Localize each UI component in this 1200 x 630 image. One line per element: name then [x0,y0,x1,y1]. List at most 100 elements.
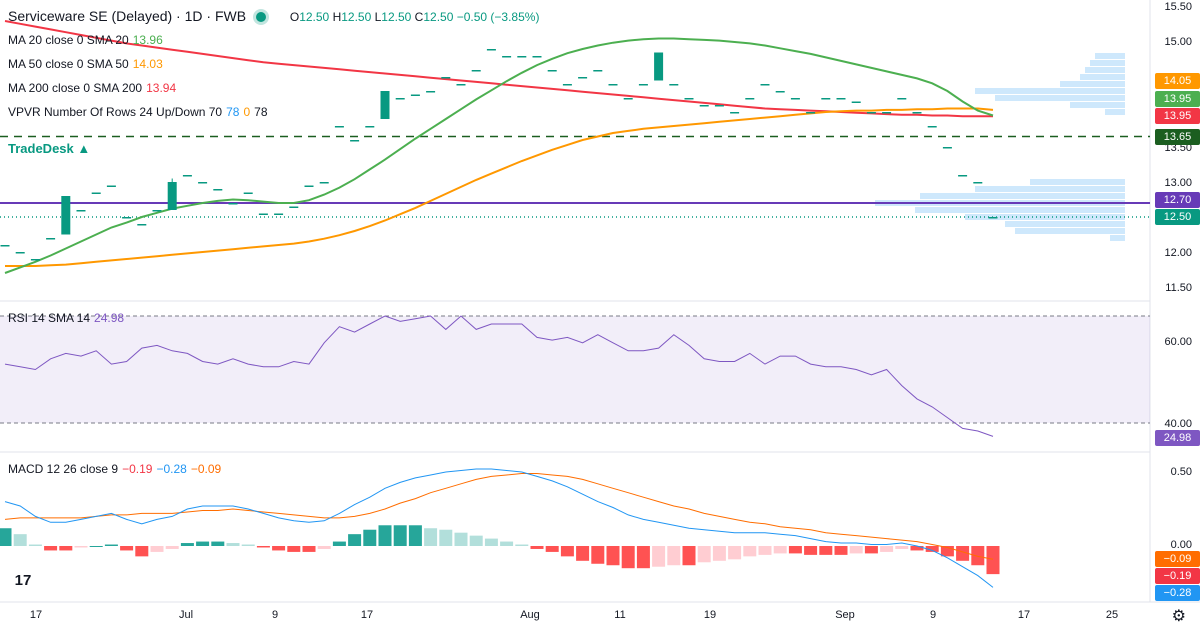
candle [654,52,664,81]
macd-legend[interactable]: MACD 12 26 close 9 −0.19 −0.28 −0.09 [8,462,222,476]
volume-profile-bar [975,186,1125,192]
macd-hist-tag: −0.19 [1155,568,1200,584]
volume-profile-bar [1085,67,1125,73]
tradingview-logo[interactable]: 17 [8,568,38,594]
price-axis-label: 15.00 [1164,36,1192,48]
candle [714,105,724,107]
macd-histogram-bar [834,546,848,555]
candle [760,84,770,86]
macd-histogram-bar [0,528,12,546]
volume-profile-bar [975,88,1125,94]
price-axis-label: 11.50 [1165,282,1192,294]
rsi-value: 24.98 [94,311,125,325]
macd-histogram-bar [439,529,453,546]
candle [304,185,314,187]
vpvr-legend[interactable]: VPVR Number Of Rows 24 Up/Down 70 78 0 78 [8,105,268,119]
candle [730,112,740,114]
volume-profile-bar [1030,179,1125,185]
candle [228,203,238,205]
candle [638,84,648,86]
macd-histogram-bar [636,546,650,569]
date-axis-label: 17 [1017,609,1031,621]
macd-histogram-bar [302,546,316,552]
ma200-legend[interactable]: MA 200 close 0 SMA 200 13.94 [8,81,177,95]
macd-histogram-bar [13,534,27,546]
candle [122,217,132,219]
rsi-legend[interactable]: RSI 14 SMA 14 24.98 [8,311,125,325]
macd-histogram-bar [712,546,726,561]
candle [106,185,116,187]
ma20-value: 13.96 [132,33,163,47]
symbol-title[interactable]: Serviceware SE (Delayed) · 1D · FWB [8,8,247,24]
candle [426,91,436,93]
macd-histogram-bar [59,546,73,551]
macd-histogram-bar [576,546,590,561]
volume-profile-bar [1080,74,1125,80]
volume-profile-bar [1090,60,1125,66]
gear-icon[interactable]: ⚙ [1171,608,1186,625]
rsi-axis-label: 40.00 [1164,418,1192,430]
macd-histogram-bar [484,538,498,546]
macd-histogram-bar [44,546,58,551]
candle [669,84,679,86]
volume-profile-bar [920,193,1125,199]
price-axis-label: 13.50 [1164,142,1192,154]
macd-histogram-bar [971,546,985,566]
macd-histogram-bar [180,543,194,546]
macd-histogram-bar [226,543,240,546]
candle [395,98,405,100]
macd-histogram-bar [667,546,681,566]
price-axis-label: 15.50 [1164,1,1192,13]
last-price-tag: 12.50 [1155,209,1200,225]
date-axis-label: 9 [271,609,279,621]
macd-histogram-bar [591,546,605,564]
macd-histogram-bar [332,541,346,546]
macd-histogram-bar [28,544,42,546]
macd-histogram-bar [515,544,529,546]
macd-histogram-bar [895,546,909,549]
macd-histogram-bar [545,546,559,552]
date-axis-label: 9 [929,609,937,621]
price-axis-label: 12.00 [1164,247,1192,259]
candle [958,175,968,177]
macd-histogram-bar [256,546,270,548]
tradedesk-event-label[interactable]: TradeDesk ▲ [8,141,91,156]
macd-histogram-bar [530,546,544,549]
candle [91,192,101,194]
candle [243,192,253,194]
candle [988,217,998,219]
candle [167,182,177,210]
candle [441,77,451,79]
candle [182,175,192,177]
volume-profile-bar [915,207,1125,213]
candle [821,98,831,100]
macd-histogram-bar [743,546,757,557]
macd-histogram-bar [773,546,787,554]
candle [502,56,512,58]
candle [350,140,360,142]
candle [775,91,785,93]
ma50-legend[interactable]: MA 50 close 0 SMA 50 14.03 [8,57,163,71]
macd-histogram-bar [910,546,924,551]
candle [137,224,147,226]
volume-profile-bar [1070,102,1125,108]
candle [608,84,618,86]
macd-histogram-bar [211,541,225,546]
date-axis-label: 25 [1105,609,1119,621]
candle [380,91,390,119]
candle [745,98,755,100]
macd-histogram-bar [940,546,954,557]
macd-histogram-bar [89,546,103,547]
candle [942,147,952,149]
ma50-value: 14.03 [132,57,163,71]
ma20-legend[interactable]: MA 20 close 0 SMA 20 13.96 [8,33,163,47]
macd-histogram-bar [956,546,970,561]
macd-histogram-bar [864,546,878,554]
candle [213,189,223,191]
candle [927,126,937,128]
candle [76,210,86,212]
macd-axis-label: 0.50 [1170,466,1192,478]
volume-profile-bar [1105,109,1125,115]
symbol-header[interactable]: Serviceware SE (Delayed) · 1D · FWB O12.… [8,8,539,24]
